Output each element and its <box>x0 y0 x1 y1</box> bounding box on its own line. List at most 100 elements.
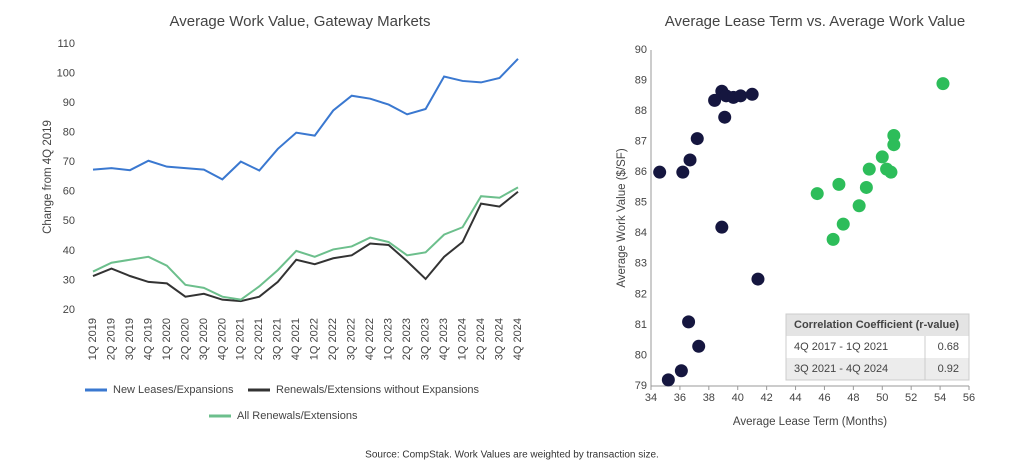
point <box>690 132 704 146</box>
x-tick-label: 3Q 2019 <box>124 318 136 360</box>
y-axis-title: Average Work Value ($/SF) <box>616 148 628 288</box>
legend-label: Renewals/Extensions without Expansions <box>276 384 480 396</box>
x-tick-label: 4Q 2020 <box>216 318 228 360</box>
x-tick-label: 2Q 2020 <box>179 318 191 360</box>
y-tick-label: 89 <box>635 74 647 86</box>
y-tick-label: 85 <box>635 197 647 209</box>
table-row-bg <box>786 336 969 358</box>
x-tick-label: 54 <box>934 392 946 404</box>
y-tick-label: 83 <box>635 258 647 270</box>
x-tick-label: 3Q 2021 <box>272 318 284 360</box>
y-tick-label: 110 <box>57 38 75 50</box>
point <box>832 177 846 191</box>
x-tick-label: 1Q 2022 <box>309 318 321 360</box>
point <box>810 187 824 201</box>
y-tick-label: 80 <box>635 349 647 361</box>
point <box>751 272 765 286</box>
y-tick-label: 87 <box>635 136 647 148</box>
point <box>734 89 748 103</box>
x-tick-label: 1Q 2019 <box>87 318 99 360</box>
chart-title: Average Work Value, Gateway Markets <box>170 13 431 30</box>
table-border <box>785 313 970 381</box>
x-tick-label: 2Q 2019 <box>105 318 117 360</box>
x-tick-label: 2Q 2024 <box>475 318 487 360</box>
point <box>884 165 898 179</box>
y-tick-label: 86 <box>635 166 647 178</box>
y-tick-label: 90 <box>635 44 647 56</box>
x-tick-label: 4Q 2022 <box>364 318 376 360</box>
x-tick-label: 2Q 2023 <box>401 318 413 360</box>
x-tick-label: 3Q 2020 <box>198 318 210 360</box>
point <box>682 315 696 329</box>
point <box>875 150 889 164</box>
x-tick-label: 34 <box>645 392 657 404</box>
x-tick-label: 1Q 2024 <box>456 318 468 360</box>
x-tick-label: 46 <box>818 392 830 404</box>
point <box>936 77 950 91</box>
y-tick-label: 70 <box>63 156 75 168</box>
legend-label: All Renewals/Extensions <box>237 410 358 422</box>
x-tick-label: 52 <box>905 392 917 404</box>
source-note: Source: CompStak. Work Values are weight… <box>365 450 659 461</box>
x-tick-label: 50 <box>876 392 888 404</box>
x-tick-label: 2Q 2021 <box>253 318 265 360</box>
r-value: 0.92 <box>938 363 959 375</box>
x-axis-title: Average Lease Term (Months) <box>733 416 887 428</box>
point <box>836 217 850 231</box>
point <box>887 129 901 143</box>
point <box>887 138 901 152</box>
point <box>745 87 759 101</box>
point <box>653 165 667 179</box>
x-tick-label: 4Q 2021 <box>290 318 302 360</box>
x-tick-label: 4Q 2024 <box>512 318 524 360</box>
y-tick-label: 100 <box>57 67 75 79</box>
point <box>715 220 729 234</box>
table-header: Correlation Coefficient (r-value) <box>794 319 959 331</box>
x-tick-label: 4Q 2023 <box>438 318 450 360</box>
y-tick-label: 81 <box>635 319 647 331</box>
legend-label: 4Q 2017 - 1Q 2021 <box>794 341 888 353</box>
point <box>683 153 697 167</box>
y-tick-label: 50 <box>63 215 75 227</box>
y-axis-title: Change from 4Q 2019 <box>42 120 54 234</box>
x-tick-label: 3Q 2023 <box>420 318 432 360</box>
x-tick-label: 4Q 2019 <box>142 318 154 360</box>
point <box>826 232 840 246</box>
x-tick-label: 44 <box>789 392 801 404</box>
point <box>859 180 873 194</box>
y-tick-label: 80 <box>63 127 75 139</box>
x-tick-label: 48 <box>847 392 859 404</box>
y-tick-label: 90 <box>63 97 75 109</box>
y-tick-label: 30 <box>63 274 75 286</box>
point <box>718 110 732 124</box>
y-tick-label: 84 <box>635 227 647 239</box>
table-header-bg <box>786 314 969 336</box>
point <box>862 162 876 176</box>
y-tick-label: 60 <box>63 186 75 198</box>
x-tick-label: 1Q 2020 <box>161 318 173 360</box>
x-tick-label: 56 <box>963 392 975 404</box>
y-tick-label: 20 <box>63 304 75 316</box>
r-value: 0.68 <box>938 341 959 353</box>
x-tick-label: 2Q 2022 <box>327 318 339 360</box>
point <box>852 199 866 213</box>
x-tick-label: 3Q 2022 <box>346 318 358 360</box>
point <box>674 364 688 378</box>
legend-label: New Leases/Expansions <box>113 384 234 396</box>
x-tick-label: 42 <box>761 392 773 404</box>
x-tick-label: 1Q 2021 <box>235 318 247 360</box>
y-tick-label: 88 <box>635 105 647 117</box>
x-tick-label: 1Q 2023 <box>383 318 395 360</box>
y-tick-label: 40 <box>63 245 75 257</box>
x-tick-label: 36 <box>674 392 686 404</box>
series-line <box>92 186 519 301</box>
legend-label: 3Q 2021 - 4Q 2024 <box>794 363 888 375</box>
x-tick-label: 40 <box>732 392 744 404</box>
x-tick-label: 3Q 2024 <box>493 318 505 360</box>
chart-title: Average Lease Term vs. Average Work Valu… <box>665 13 965 30</box>
point <box>692 339 706 353</box>
point <box>676 165 690 179</box>
point <box>661 373 675 387</box>
table-row-bg <box>786 358 969 380</box>
